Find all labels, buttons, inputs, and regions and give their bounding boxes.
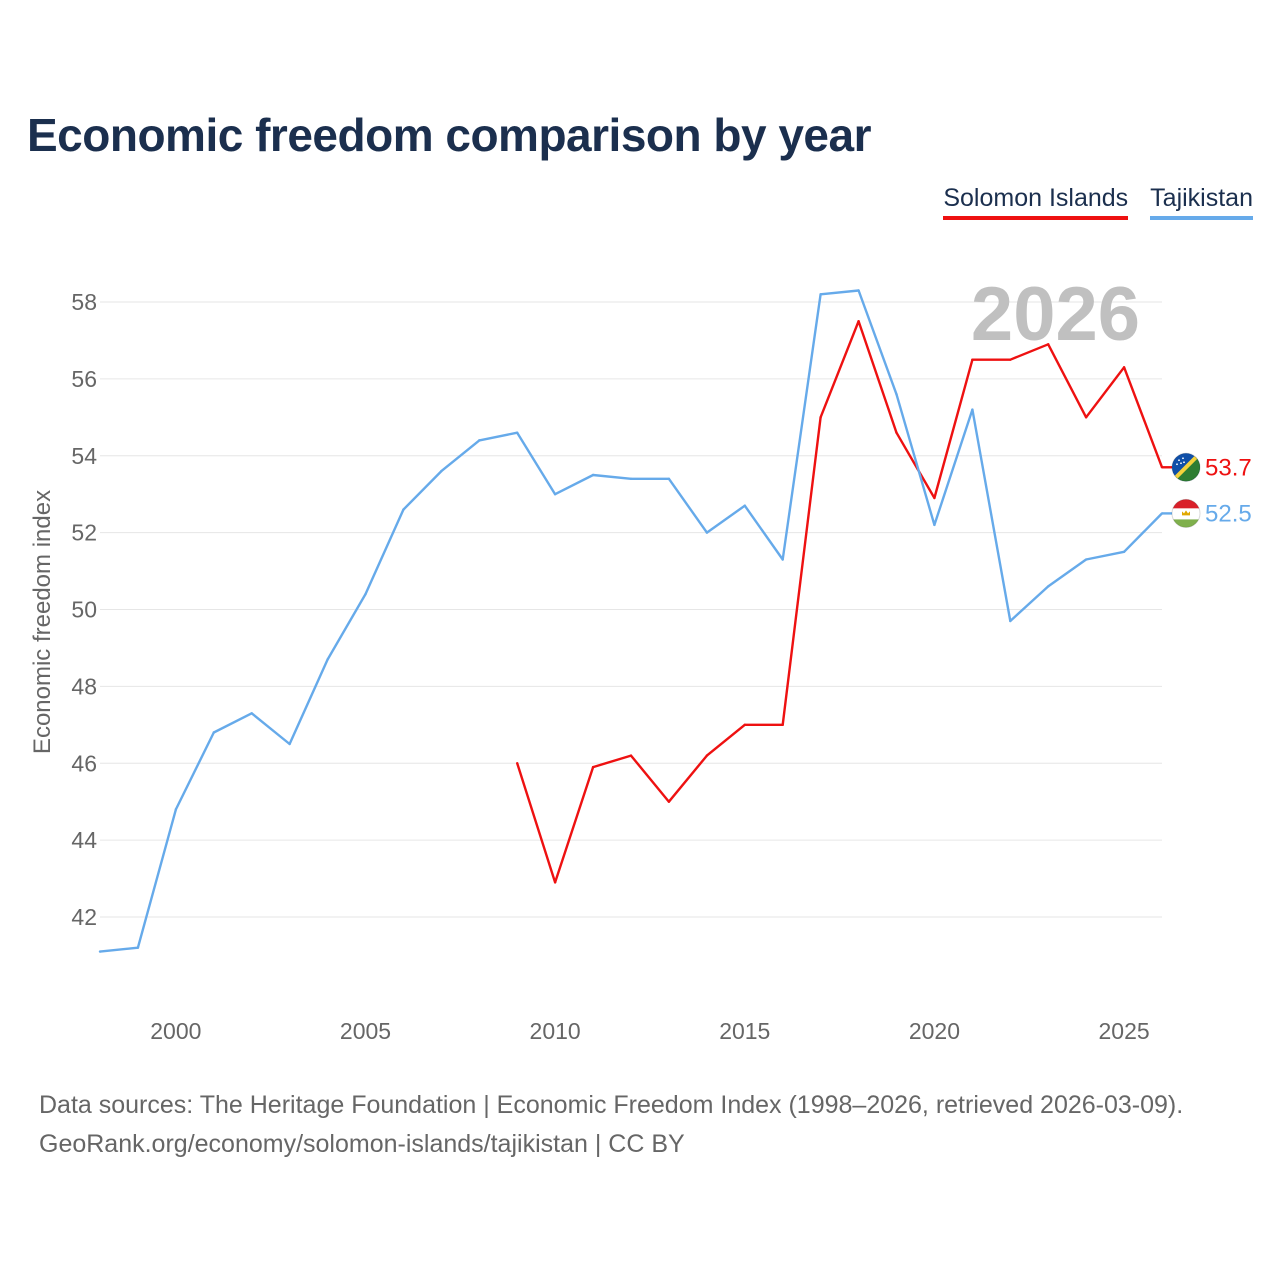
data-point — [402, 508, 405, 511]
y-tick-label: 46 — [71, 750, 97, 776]
y-tick-label: 54 — [71, 443, 97, 469]
data-point — [174, 808, 178, 811]
data-point — [98, 950, 102, 953]
tajikistan-flag-icon — [1171, 498, 1201, 528]
line-chart: 2026 42 44 46 48 50 52 54 56 58 2000 2005 2010 2015… — [29, 272, 1252, 1044]
x-tick-label: 2005 — [340, 1018, 391, 1044]
data-point — [743, 723, 746, 727]
data-point — [478, 439, 481, 442]
y-tick-label: 44 — [71, 827, 97, 853]
data-point — [971, 408, 974, 411]
data-point — [553, 492, 557, 496]
series-line-tajikistan[interactable] — [99, 289, 1163, 953]
data-point — [553, 881, 557, 884]
data-point — [933, 496, 936, 500]
data-point — [705, 754, 709, 757]
legend-item-solomon-islands[interactable]: Solomon Islands — [943, 184, 1129, 220]
data-point — [250, 712, 253, 715]
data-point — [705, 531, 709, 534]
footer-attribution[interactable]: GeoRank.org/economy/solomon-islands/taji… — [39, 1130, 685, 1158]
data-point — [591, 473, 595, 477]
data-point — [591, 765, 595, 769]
y-tick-label: 58 — [71, 289, 97, 315]
y-tick-label: 56 — [71, 366, 97, 392]
data-point — [971, 358, 974, 361]
data-point — [895, 393, 898, 396]
data-point — [1122, 550, 1126, 554]
chart-legend: Solomon Islands Tajikistan — [943, 184, 1253, 220]
footer-sources: Data sources: The Heritage Foundation | … — [39, 1091, 1184, 1119]
data-point — [819, 293, 822, 296]
x-tick-label: 2000 — [150, 1018, 201, 1044]
y-tick-label: 48 — [71, 673, 97, 699]
x-tick-label: 2020 — [909, 1018, 960, 1044]
y-axis-label: Economic freedom index — [29, 490, 56, 754]
gridlines — [100, 301, 1162, 918]
chart-title: Economic freedom comparison by year — [27, 109, 872, 161]
footer: Data sources: The Heritage Foundation | … — [39, 1086, 1183, 1164]
data-point — [440, 469, 443, 473]
data-point — [1009, 619, 1012, 623]
data-point — [667, 477, 671, 481]
data-point — [288, 742, 291, 746]
y-tick-label: 50 — [71, 597, 97, 623]
data-point — [629, 477, 633, 481]
series-line-solomon-islands[interactable] — [516, 320, 1164, 884]
series-lines — [98, 289, 1164, 953]
data-point — [516, 762, 519, 765]
data-point — [212, 731, 215, 734]
data-point — [781, 558, 784, 561]
x-tick-label: 2025 — [1098, 1018, 1149, 1044]
y-axis-ticks: 42 44 46 48 50 52 54 56 58 — [71, 289, 97, 930]
x-tick-label: 2015 — [719, 1018, 770, 1044]
data-point — [1084, 558, 1088, 561]
data-point — [857, 320, 860, 323]
data-point — [1122, 366, 1126, 369]
data-point — [136, 946, 140, 949]
data-point — [819, 416, 822, 419]
data-point — [516, 431, 519, 434]
series-end-value: 53.7 — [1205, 454, 1252, 481]
data-point — [667, 800, 671, 803]
data-point — [857, 289, 860, 292]
data-point — [895, 431, 898, 434]
data-point — [781, 723, 784, 727]
data-point — [1084, 416, 1088, 419]
data-point — [933, 523, 936, 527]
series-end-labels: 53.7 52.5 — [1162, 452, 1252, 528]
y-tick-label: 52 — [71, 520, 97, 546]
data-point — [364, 592, 367, 596]
data-point — [1009, 358, 1012, 361]
solomon-islands-flag-icon — [1171, 452, 1201, 482]
x-axis-ticks: 2000 2005 2010 2015 2020 2025 — [150, 1018, 1149, 1044]
y-tick-label: 42 — [71, 904, 97, 930]
data-point — [1047, 343, 1050, 346]
series-end-value: 52.5 — [1205, 500, 1252, 527]
legend-item-tajikistan[interactable]: Tajikistan — [1150, 184, 1253, 220]
x-tick-label: 2010 — [530, 1018, 581, 1044]
data-point — [629, 754, 633, 757]
data-point — [1047, 585, 1050, 588]
data-point — [743, 504, 746, 507]
data-point — [326, 658, 329, 661]
current-year-watermark: 2026 — [971, 272, 1140, 357]
